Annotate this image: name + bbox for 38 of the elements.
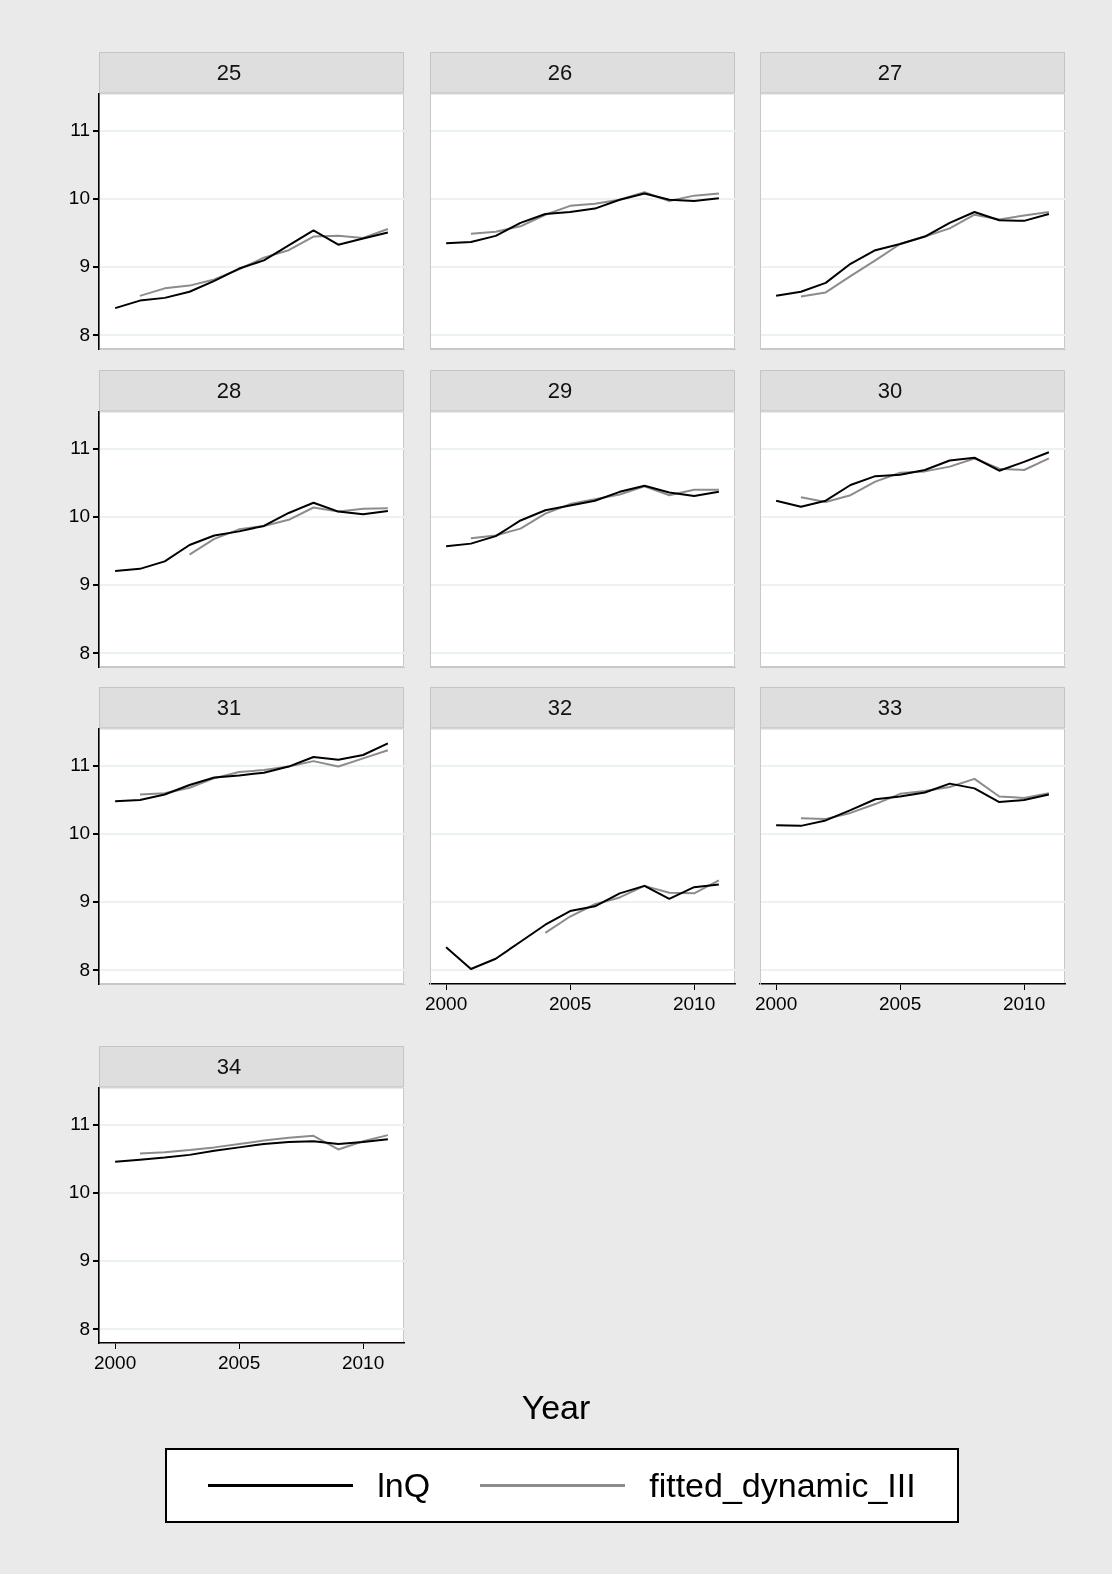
chart-title: 25 [216,60,242,86]
y-tick-label: 9 [79,890,90,912]
y-tick-label: 8 [79,958,90,980]
x-tick-label: 2010 [672,992,716,1014]
x-tick-label: 2000 [754,992,798,1014]
x-tick-label: 2000 [424,992,468,1014]
chart-title: 32 [547,695,573,721]
y-tick-label: 8 [79,1317,90,1339]
y-tick-label: 10 [68,822,90,844]
y-tick-label: 11 [70,754,90,776]
x-tick-label: 2005 [548,992,592,1014]
chart-title: 29 [547,378,573,404]
chart-title: 31 [216,695,242,721]
y-tick-label: 11 [70,1113,90,1135]
chart-title: 30 [877,378,903,404]
y-tick-label: 8 [79,323,90,345]
y-tick-label: 9 [79,573,90,595]
x-tick-label: 2005 [878,992,922,1014]
x-tick-label: 2010 [1002,992,1046,1014]
chart-title: 28 [216,378,242,404]
chart-title: 33 [877,695,903,721]
chart-title: 34 [216,1054,242,1080]
y-tick-label: 11 [70,437,90,459]
chart-title: 26 [547,60,573,86]
y-tick-label: 9 [79,1249,90,1271]
y-tick-label: 8 [79,641,90,663]
x-axis-title: Year [520,1388,592,1427]
chart-title: 27 [877,60,903,86]
x-tick-label: 2000 [93,1351,137,1373]
x-tick-label: 2010 [341,1351,385,1373]
y-tick-label: 10 [68,1181,90,1203]
y-tick-label: 11 [70,119,90,141]
y-tick-label: 10 [68,505,90,527]
y-tick-label: 9 [79,255,90,277]
y-tick-label: 10 [68,187,90,209]
x-tick-label: 2005 [217,1351,261,1373]
legend-label: fitted_dynamic_III [649,1466,916,1505]
legend-label: lnQ [377,1466,431,1505]
